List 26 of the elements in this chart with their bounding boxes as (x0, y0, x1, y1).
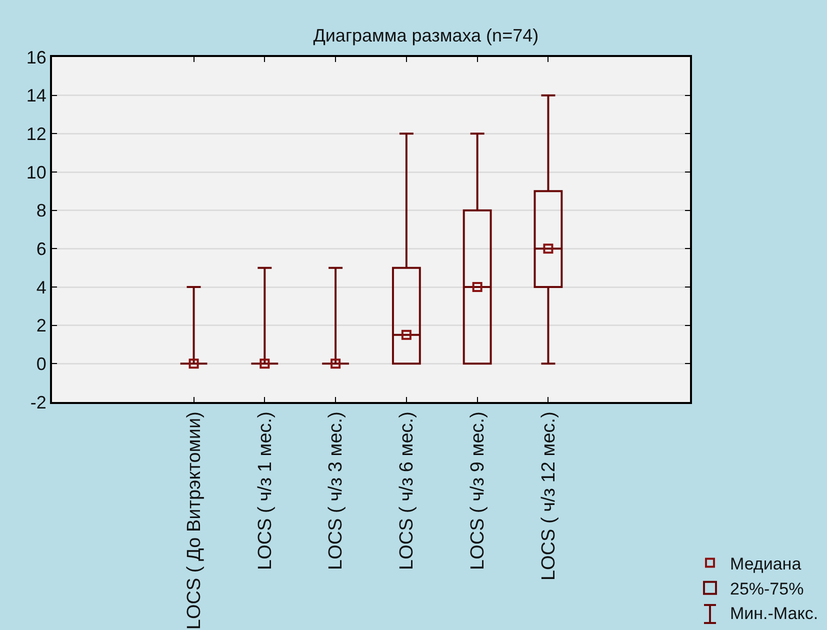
x-tick-label: LOCS ( ч/з 12 мес.) (538, 412, 560, 581)
point (260, 358, 270, 369)
legend-label: 25%-75% (730, 579, 804, 598)
x-tick-label: LOCS ( ч/з 6 мес.) (396, 412, 418, 570)
point (543, 244, 554, 254)
point (330, 358, 341, 369)
x-tick-label: LOCS ( ч/з 9 мес.) (468, 412, 489, 570)
x-tick-label: LOCS ( ч/з 1 мес.) (254, 412, 276, 570)
chart-title: Диаграмма размаха (n=74) (313, 25, 539, 46)
y-tick-label: -2 (30, 392, 46, 412)
y-tick-label: 8 (36, 200, 46, 221)
y-tick-label: 6 (36, 238, 46, 259)
y-tick-label: 2 (36, 316, 46, 336)
y-tick-label: 16 (26, 47, 46, 68)
y-tick-label: 4 (36, 277, 46, 298)
point (401, 330, 412, 340)
y-tick-label: 10 (26, 162, 46, 182)
point (472, 282, 482, 292)
y-tick-label: 0 (36, 354, 46, 374)
text: Мин.-Макс. (730, 604, 818, 624)
point (188, 358, 199, 369)
legend-label: Медиана (730, 554, 802, 574)
y-tick-label: 12 (26, 124, 46, 144)
y-tick-label: 14 (26, 86, 46, 106)
x-tick-label: LOCS ( До Витрэктомии) (184, 412, 205, 630)
x-tick-label: LOCS ( ч/з 3 мес.) (326, 412, 347, 570)
